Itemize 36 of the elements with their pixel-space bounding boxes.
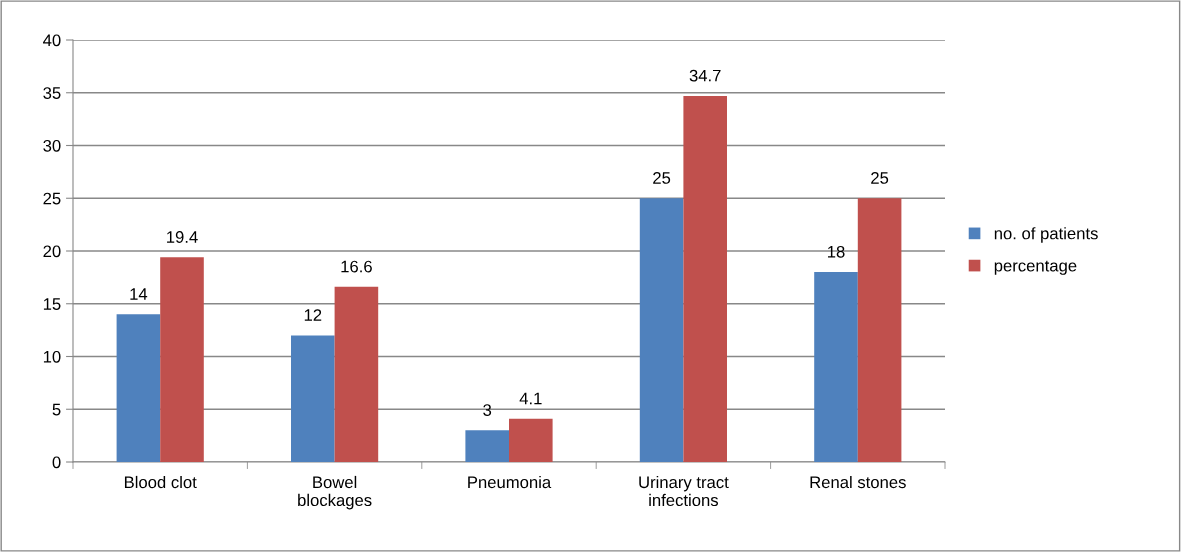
y-tick-label: 20 <box>43 245 61 258</box>
bar <box>683 95 727 462</box>
x-tick-label: Renal stones <box>810 475 906 489</box>
y-tick-label: 35 <box>43 87 61 99</box>
x-tick-label: Blood clot <box>124 475 197 489</box>
data-label: 19.4 <box>167 231 198 243</box>
bar <box>334 286 379 462</box>
y-tick-label: 30 <box>43 139 61 152</box>
x-tick-label: Bowel blockages <box>298 475 372 510</box>
y-tick-label: 40 <box>43 34 61 47</box>
bar <box>465 430 509 462</box>
y-tick-label: 0 <box>52 456 61 469</box>
data-label: 14 <box>130 288 148 300</box>
legend-label: no. of patients <box>994 227 1098 243</box>
data-label: 12 <box>304 309 322 321</box>
bar <box>814 272 858 462</box>
y-tick-label: 25 <box>43 192 61 205</box>
legend-label: percentage <box>994 260 1077 275</box>
data-label: 34.7 <box>689 69 721 82</box>
bar <box>857 198 902 462</box>
data-label: 3 <box>483 404 492 416</box>
y-tick-label: 10 <box>43 350 61 363</box>
data-label: 4.1 <box>519 392 542 405</box>
data-label: 25 <box>653 172 671 184</box>
bar <box>509 418 553 462</box>
data-label: 25 <box>871 172 889 184</box>
bar <box>160 257 204 462</box>
bar <box>291 335 335 462</box>
y-tick-label: 5 <box>52 403 61 416</box>
bar <box>116 314 161 462</box>
y-tick-label: 15 <box>43 298 61 310</box>
x-tick-label: Urinary tract infections <box>639 475 729 507</box>
data-label: 16.6 <box>341 260 372 273</box>
x-tick-label: Pneumonia <box>468 475 552 489</box>
bar <box>639 198 684 462</box>
data-label: 18 <box>828 245 845 258</box>
